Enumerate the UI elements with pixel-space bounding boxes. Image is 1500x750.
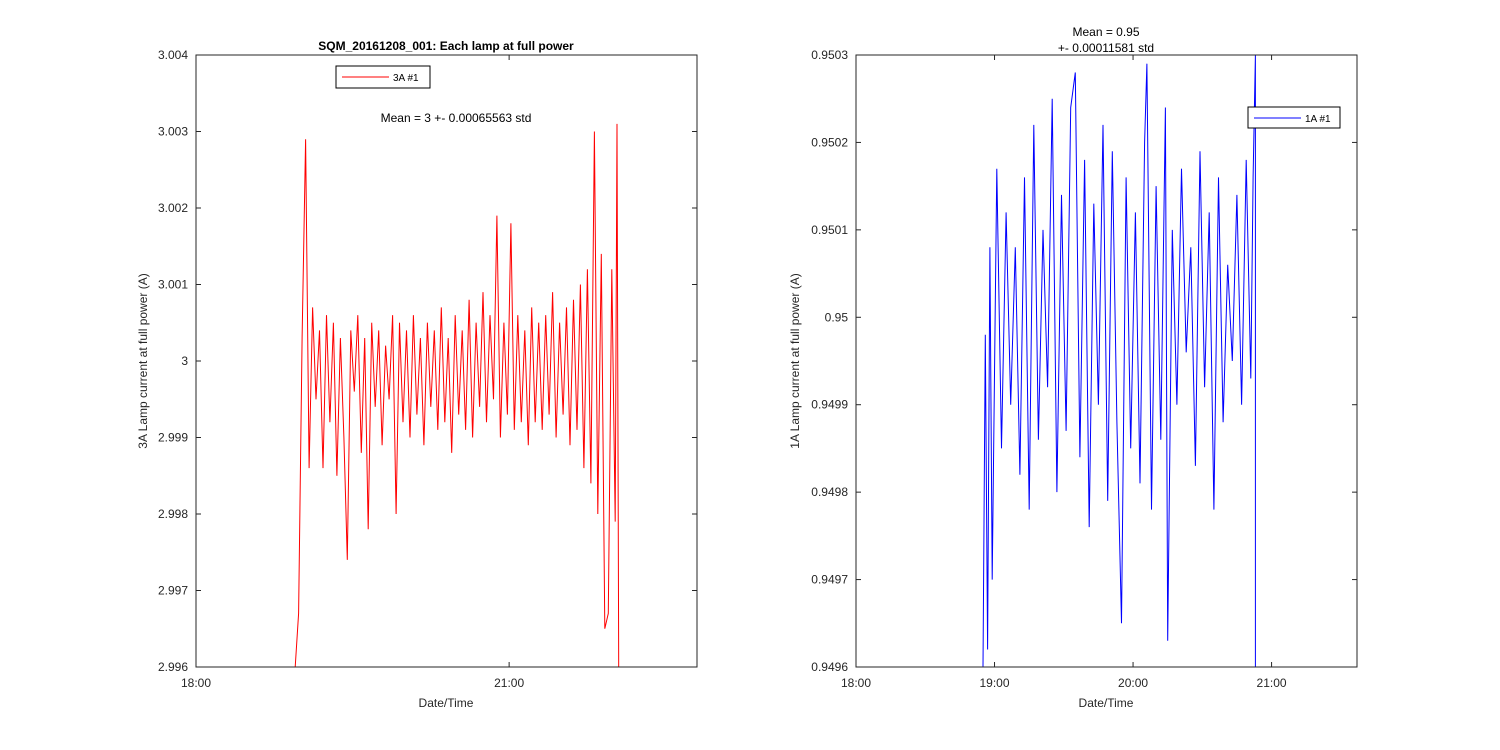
- right-y-tick-label: 0.9499: [811, 398, 848, 412]
- left-y-tick-label: 2.996: [158, 660, 188, 674]
- right-x-axis-label: Date/Time: [1079, 696, 1134, 710]
- left-series-line-0: [294, 123, 620, 668]
- left-y-tick-label: 3.003: [158, 125, 188, 139]
- left-y-tick-label: 3.002: [158, 201, 188, 215]
- left-y-tick-label: 2.997: [158, 584, 188, 598]
- left-chart-title: SQM_20161208_001: Each lamp at full powe…: [318, 39, 574, 53]
- right-axes-box: [855, 54, 1358, 668]
- right-series-line-0: [982, 54, 1256, 668]
- right-x-tick-label: 21:00: [1257, 676, 1287, 690]
- right-y-axis-label: 1A Lamp current at full power (A): [788, 273, 802, 448]
- right-x-tick-label: 20:00: [1118, 676, 1148, 690]
- right-y-tick-label: 0.9497: [811, 573, 848, 587]
- left-y-tick-label: 3.004: [158, 48, 188, 62]
- left-y-tick-label: 3.001: [158, 278, 188, 292]
- right-y-tick-label: 0.9501: [811, 223, 848, 237]
- left-axes-box: [195, 54, 698, 668]
- right-y-tick-label: 0.9496: [811, 660, 848, 674]
- left-y-tick-label: 2.998: [158, 507, 188, 521]
- right-legend-label: 1A #1: [1305, 114, 1331, 125]
- right-x-tick-label: 19:00: [980, 676, 1010, 690]
- left-legend-label: 3A #1: [393, 73, 419, 84]
- left-y-axis-label: 3A Lamp current at full power (A): [136, 273, 150, 448]
- left-legend: 3A #1: [335, 65, 431, 89]
- right-y-tick-label: 0.9503: [811, 48, 848, 62]
- left-x-axis-label: Date/Time: [419, 696, 474, 710]
- left-y-tick-label: 3: [181, 354, 188, 368]
- left-x-tick-label: 18:00: [181, 676, 211, 690]
- right-y-tick-label: 0.9498: [811, 485, 848, 499]
- left-mean-annotation: Mean = 3 +- 0.00065563 std: [381, 111, 532, 125]
- right-chart-title-line-1: Mean = 0.95: [1072, 25, 1139, 39]
- left-axes: SQM_20161208_001: Each lamp at full powe…: [136, 39, 698, 710]
- left-y-tick-label: 2.999: [158, 431, 188, 445]
- left-x-tick-label: 21:00: [494, 676, 524, 690]
- right-y-tick-label: 0.9502: [811, 135, 848, 149]
- right-chart-title-line-2: +- 0.00011581 std: [1058, 41, 1154, 55]
- right-axes: Mean = 0.95 +- 0.00011581 std Date/Time …: [788, 25, 1358, 710]
- right-x-tick-label: 18:00: [841, 676, 871, 690]
- right-y-tick-label: 0.95: [825, 310, 849, 324]
- right-legend: 1A #1: [1247, 106, 1341, 129]
